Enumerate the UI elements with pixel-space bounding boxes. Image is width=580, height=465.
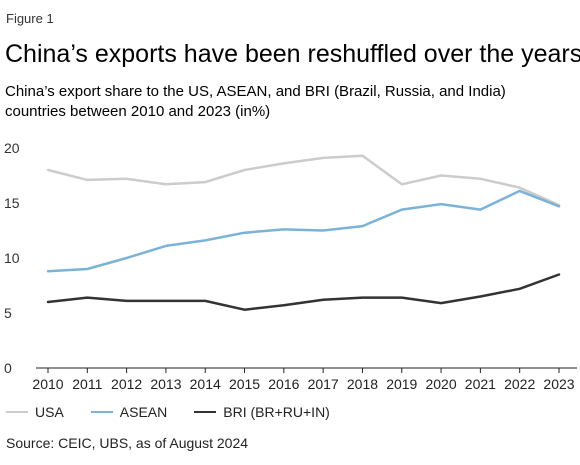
- legend-item-bri: BRI (BR+RU+IN): [194, 404, 330, 420]
- series-line-usa: [46, 154, 561, 207]
- x-tick-label: 2021: [465, 376, 496, 392]
- y-tick-label: 0: [4, 360, 12, 376]
- legend-label-asean: ASEAN: [119, 404, 168, 420]
- x-tick-label: 2011: [72, 376, 102, 392]
- line-chart: 0 5 10 15 20 2010 2011 2012 2013 2014 2015 2016 2017…: [4, 140, 577, 392]
- legend-label-usa: USA: [35, 404, 64, 420]
- x-tick-label: 2015: [229, 376, 260, 392]
- x-tick-label: 2017: [308, 376, 339, 392]
- x-tick-label: 2020: [425, 376, 456, 392]
- y-tick-label: 10: [4, 250, 20, 266]
- x-tick-label: 2013: [150, 376, 181, 392]
- legend-swatch-asean: [90, 411, 113, 413]
- legend-item-asean: ASEAN: [90, 404, 168, 420]
- x-tick-label: 2014: [190, 376, 221, 392]
- x-tick-label: 2023: [543, 376, 574, 392]
- legend-swatch-usa: [6, 411, 28, 413]
- x-tick-label: 2012: [111, 376, 142, 392]
- chart-subtitle: China’s export share to the US, ASEAN, a…: [5, 83, 506, 120]
- x-tick-label: 2019: [386, 376, 417, 392]
- legend-label-bri: BRI (BR+RU+IN): [223, 404, 330, 420]
- series-line-bri-br-ru-in: [46, 273, 561, 311]
- source-note: Source: CEIC, UBS, as of August 2024: [6, 435, 249, 451]
- x-tick-label: 2016: [268, 376, 299, 392]
- legend-swatch-bri: [194, 411, 217, 413]
- legend: USA ASEAN BRI (BR+RU+IN): [6, 402, 357, 422]
- legend-item-usa: USA: [6, 404, 64, 420]
- x-tick-label: 2022: [504, 376, 535, 392]
- series-line-asean: [46, 189, 561, 273]
- x-tick-label: 2018: [347, 376, 378, 392]
- y-tick-label: 5: [4, 305, 12, 321]
- y-tick-label: 15: [4, 195, 20, 211]
- x-tick-label: 2010: [32, 376, 63, 392]
- figure-label: Figure 1: [6, 11, 54, 26]
- chart-title: China’s exports have been reshuffled ove…: [5, 40, 580, 68]
- y-tick-label: 20: [4, 140, 20, 156]
